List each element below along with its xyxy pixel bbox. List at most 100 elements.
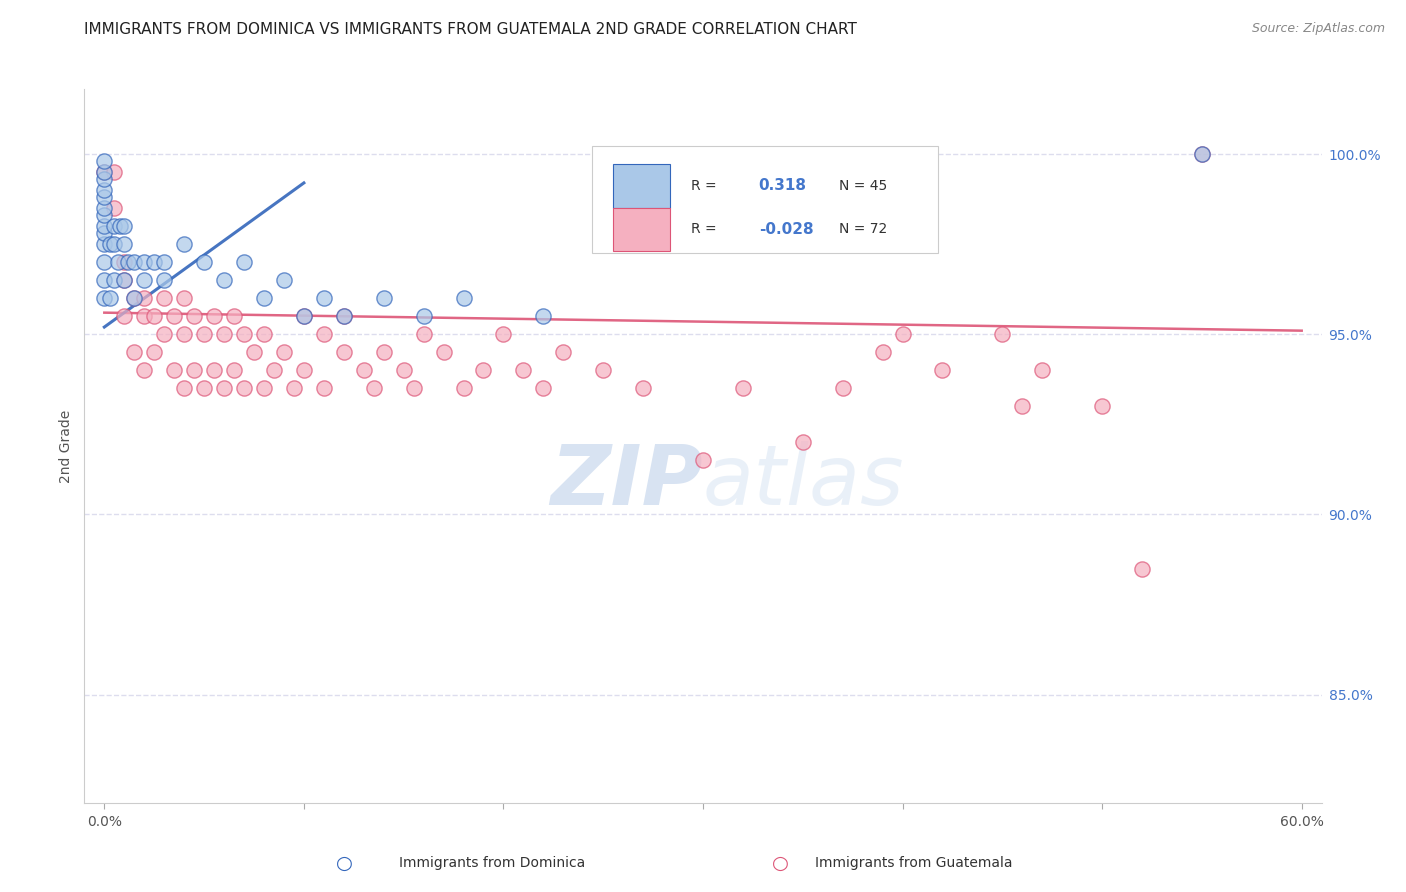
Point xyxy=(153,327,176,342)
Point xyxy=(273,273,295,287)
Point xyxy=(193,327,215,342)
Point xyxy=(243,345,266,359)
Point xyxy=(93,227,115,241)
Point xyxy=(122,345,145,359)
Point xyxy=(1031,363,1053,377)
Point xyxy=(373,345,395,359)
Text: atlas: atlas xyxy=(703,442,904,522)
Point xyxy=(792,435,814,450)
Point xyxy=(98,291,121,305)
Point xyxy=(292,310,315,324)
Point xyxy=(107,255,129,269)
Point xyxy=(117,255,139,269)
Point xyxy=(173,327,195,342)
Point xyxy=(1191,147,1213,161)
Point xyxy=(163,310,186,324)
Point xyxy=(134,363,156,377)
Point xyxy=(183,363,205,377)
Point xyxy=(193,381,215,395)
Point xyxy=(153,273,176,287)
Point xyxy=(312,291,335,305)
Text: ○: ○ xyxy=(336,854,353,873)
Point xyxy=(283,381,305,395)
Point xyxy=(292,363,315,377)
Point xyxy=(93,219,115,234)
Point xyxy=(110,219,132,234)
Point xyxy=(531,310,554,324)
Text: R =: R = xyxy=(690,179,721,193)
Point xyxy=(112,310,135,324)
FancyBboxPatch shape xyxy=(592,146,938,253)
Point xyxy=(931,363,953,377)
Point xyxy=(93,291,115,305)
Point xyxy=(392,363,415,377)
Point xyxy=(163,363,186,377)
Point xyxy=(134,273,156,287)
Point xyxy=(93,172,115,186)
Point xyxy=(98,237,121,252)
Point xyxy=(93,237,115,252)
Point xyxy=(233,255,256,269)
Point xyxy=(173,237,195,252)
Point xyxy=(292,310,315,324)
Point xyxy=(153,255,176,269)
Point xyxy=(153,291,176,305)
Point xyxy=(103,219,125,234)
Point xyxy=(222,363,245,377)
Point xyxy=(134,310,156,324)
Point xyxy=(122,291,145,305)
Point xyxy=(273,345,295,359)
Point xyxy=(831,381,853,395)
Point xyxy=(93,201,115,215)
Point xyxy=(93,154,115,169)
Point xyxy=(143,310,166,324)
Point xyxy=(472,363,495,377)
Point xyxy=(93,273,115,287)
Point xyxy=(93,208,115,222)
Point xyxy=(1191,147,1213,161)
Point xyxy=(731,381,754,395)
Y-axis label: 2nd Grade: 2nd Grade xyxy=(59,409,73,483)
Point xyxy=(122,291,145,305)
Point xyxy=(112,273,135,287)
Text: N = 72: N = 72 xyxy=(839,222,887,236)
Point xyxy=(134,255,156,269)
Point xyxy=(333,310,356,324)
Point xyxy=(202,310,225,324)
Point xyxy=(263,363,285,377)
Text: R =: R = xyxy=(690,222,721,236)
Point xyxy=(412,310,434,324)
Point xyxy=(112,237,135,252)
Point xyxy=(312,381,335,395)
Point xyxy=(212,381,235,395)
Point xyxy=(103,273,125,287)
Point xyxy=(103,201,125,215)
Point xyxy=(212,327,235,342)
Point xyxy=(891,327,914,342)
Point xyxy=(333,345,356,359)
Point xyxy=(991,327,1014,342)
Point xyxy=(453,291,475,305)
Point xyxy=(233,381,256,395)
Point xyxy=(103,165,125,179)
FancyBboxPatch shape xyxy=(613,164,669,208)
Point xyxy=(193,255,215,269)
Point xyxy=(112,273,135,287)
Point xyxy=(631,381,654,395)
Point xyxy=(122,255,145,269)
Point xyxy=(692,453,714,467)
Text: N = 45: N = 45 xyxy=(839,179,887,193)
Text: ZIP: ZIP xyxy=(550,442,703,522)
Point xyxy=(353,363,375,377)
Point xyxy=(143,255,166,269)
Text: IMMIGRANTS FROM DOMINICA VS IMMIGRANTS FROM GUATEMALA 2ND GRADE CORRELATION CHAR: IMMIGRANTS FROM DOMINICA VS IMMIGRANTS F… xyxy=(84,22,858,37)
Point xyxy=(453,381,475,395)
Point xyxy=(212,273,235,287)
Point xyxy=(1130,561,1153,575)
Point xyxy=(531,381,554,395)
Point xyxy=(432,345,454,359)
Point xyxy=(173,291,195,305)
Text: Source: ZipAtlas.com: Source: ZipAtlas.com xyxy=(1251,22,1385,36)
Text: -0.028: -0.028 xyxy=(759,222,813,237)
Point xyxy=(93,183,115,197)
